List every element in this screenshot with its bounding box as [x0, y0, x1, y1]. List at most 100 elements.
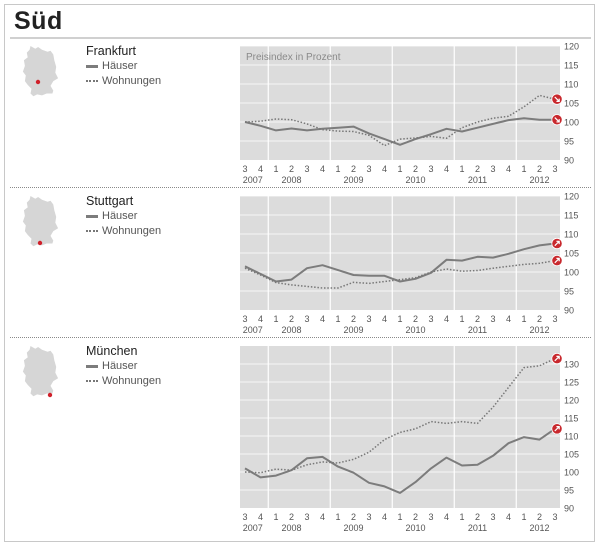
y-tick-label: 115 — [564, 61, 578, 71]
y-tick-label: 100 — [564, 268, 579, 278]
x-tick-label: 3 — [490, 164, 495, 174]
x-tick-label: 3 — [552, 512, 557, 522]
x-year-label: 2012 — [529, 523, 549, 533]
x-tick-label: 1 — [335, 314, 340, 324]
title-rule — [10, 37, 591, 39]
x-tick-label: 3 — [304, 314, 309, 324]
x-year-label: 2012 — [529, 175, 549, 185]
x-tick-label: 3 — [552, 314, 557, 324]
x-tick-label: 2 — [475, 314, 480, 324]
chart-annotation: Preisindex in Prozent — [246, 52, 341, 63]
trend-arrow — [554, 257, 560, 264]
x-year-label: 2011 — [468, 325, 487, 335]
y-tick-label: 110 — [564, 80, 578, 90]
legend-houses-mnchen: Häuser — [86, 360, 137, 372]
arrow-down-right-icon — [551, 114, 563, 126]
x-tick-label: 4 — [506, 314, 511, 324]
legend-swatch — [86, 230, 98, 232]
germany-map-icon — [22, 346, 59, 397]
x-tick-label: 4 — [444, 314, 449, 324]
x-year-label: 2009 — [343, 523, 363, 533]
x-tick-label: 4 — [382, 512, 387, 522]
y-tick-label: 120 — [564, 396, 579, 406]
x-tick-label: 3 — [242, 164, 247, 174]
arrow-up-right-icon — [551, 353, 563, 365]
x-tick-label: 2 — [289, 164, 294, 174]
x-tick-label: 4 — [382, 164, 387, 174]
x-tick-label: 3 — [242, 314, 247, 324]
x-tick-label: 2 — [351, 164, 356, 174]
x-year-label: 2010 — [405, 175, 425, 185]
x-tick-label: 2 — [413, 512, 418, 522]
legend-swatch — [86, 364, 98, 368]
y-tick-label: 90 — [564, 504, 574, 514]
legend-swatch — [86, 380, 98, 382]
y-tick-label: 100 — [564, 118, 579, 128]
x-tick-label: 1 — [459, 512, 464, 522]
x-tick-label: 4 — [320, 314, 325, 324]
y-tick-label: 90 — [564, 156, 574, 166]
legend-swatch — [86, 80, 98, 82]
x-tick-label: 2 — [351, 314, 356, 324]
x-tick-label: 3 — [490, 314, 495, 324]
legend-apartments-frankfurt: Wohnungen — [86, 75, 161, 87]
x-tick-label: 4 — [258, 512, 263, 522]
x-tick-label: 3 — [366, 512, 371, 522]
x-tick-label: 2 — [413, 164, 418, 174]
x-tick-label: 1 — [397, 314, 402, 324]
arrow-down-right-icon — [551, 93, 563, 105]
x-tick-label: 4 — [444, 512, 449, 522]
trend-arrow — [554, 96, 560, 102]
x-tick-label: 4 — [258, 164, 263, 174]
x-tick-label: 3 — [428, 164, 433, 174]
y-tick-label: 120 — [564, 192, 579, 202]
x-tick-label: 2 — [537, 512, 542, 522]
x-year-label: 2010 — [405, 523, 425, 533]
x-tick-label: 4 — [506, 512, 511, 522]
x-tick-label: 1 — [397, 164, 402, 174]
x-tick-label: 1 — [397, 512, 402, 522]
x-tick-label: 1 — [335, 512, 340, 522]
x-year-label: 2009 — [343, 175, 363, 185]
city-location-dot — [35, 79, 41, 85]
x-tick-label: 2 — [475, 164, 480, 174]
y-tick-label: 110 — [564, 230, 578, 240]
x-tick-label: 3 — [552, 164, 557, 174]
y-tick-label: 95 — [564, 287, 574, 297]
x-tick-label: 1 — [459, 314, 464, 324]
trend-arrow — [554, 355, 560, 362]
x-year-label: 2007 — [243, 523, 263, 533]
series-line-apartments — [244, 94, 556, 147]
legend-swatch — [86, 214, 98, 218]
x-tick-label: 3 — [304, 164, 309, 174]
x-tick-label: 2 — [475, 512, 480, 522]
arrow-up-right-icon — [551, 237, 563, 250]
x-tick-label: 1 — [273, 164, 278, 174]
x-year-label: 2008 — [281, 175, 301, 185]
x-tick-label: 3 — [428, 512, 433, 522]
x-tick-label: 4 — [320, 164, 325, 174]
x-tick-label: 4 — [258, 314, 263, 324]
x-tick-label: 2 — [537, 164, 542, 174]
x-tick-label: 3 — [490, 512, 495, 522]
x-year-label: 2011 — [468, 523, 487, 533]
y-tick-label: 105 — [564, 99, 579, 109]
germany-map-icon — [22, 196, 59, 247]
region-title: Süd — [14, 7, 63, 35]
x-tick-label: 1 — [521, 314, 526, 324]
y-tick-label: 105 — [564, 450, 579, 460]
x-tick-label: 1 — [273, 512, 278, 522]
y-tick-label: 125 — [564, 378, 579, 388]
x-tick-label: 2 — [351, 512, 356, 522]
city-location-dot — [47, 392, 53, 398]
x-tick-label: 1 — [273, 314, 278, 324]
x-year-label: 2008 — [281, 523, 301, 533]
x-tick-label: 3 — [428, 314, 433, 324]
x-year-label: 2012 — [529, 325, 549, 335]
legend-label: Wohnungen — [102, 225, 162, 237]
city-name-mnchen: München — [86, 344, 138, 358]
panel-divider — [10, 337, 591, 338]
trend-arrow — [554, 240, 560, 247]
